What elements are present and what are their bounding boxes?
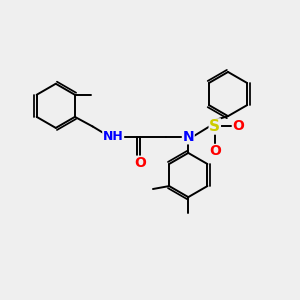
Text: S: S: [209, 119, 220, 134]
Text: NH: NH: [103, 130, 124, 143]
Text: O: O: [232, 119, 244, 134]
Text: O: O: [209, 145, 221, 158]
Text: N: N: [182, 130, 194, 144]
Text: O: O: [134, 156, 146, 170]
